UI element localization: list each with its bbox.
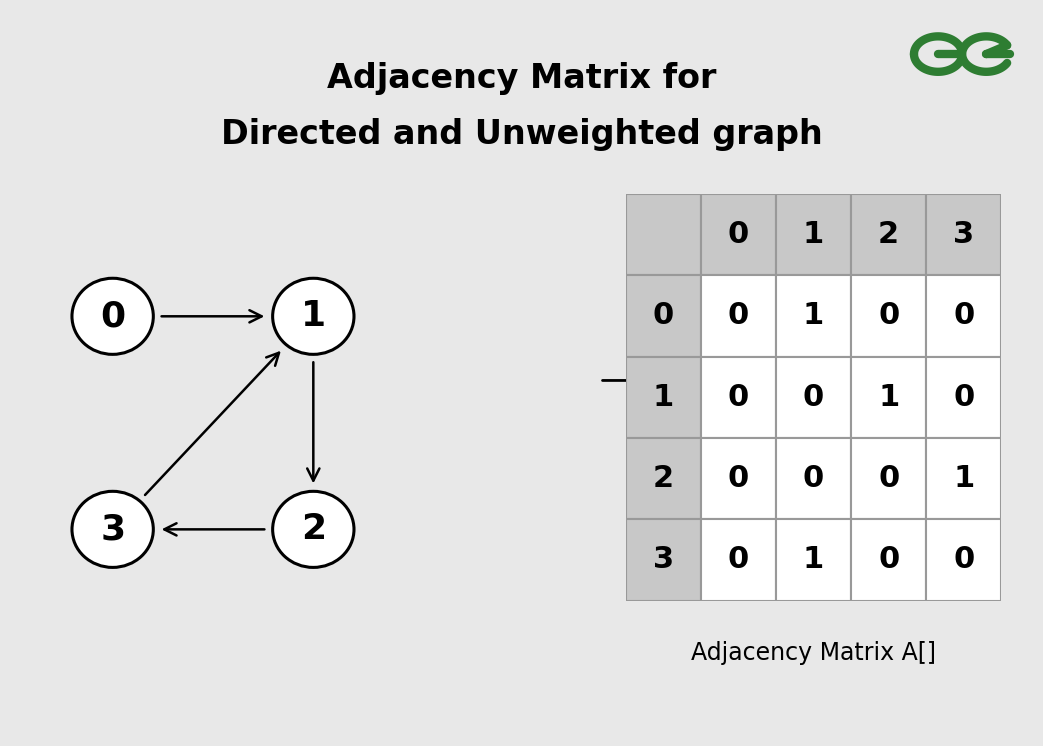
FancyBboxPatch shape — [851, 194, 926, 275]
FancyBboxPatch shape — [926, 438, 1001, 519]
Text: 1: 1 — [878, 383, 899, 412]
Text: 0: 0 — [653, 301, 674, 330]
FancyBboxPatch shape — [851, 357, 926, 438]
Text: 1: 1 — [803, 220, 824, 249]
FancyBboxPatch shape — [926, 519, 1001, 601]
Text: 1: 1 — [803, 301, 824, 330]
Text: 1: 1 — [300, 299, 325, 333]
FancyBboxPatch shape — [776, 519, 851, 601]
Text: 1: 1 — [653, 383, 674, 412]
Text: 3: 3 — [953, 220, 974, 249]
FancyBboxPatch shape — [776, 438, 851, 519]
FancyBboxPatch shape — [701, 438, 776, 519]
Text: 0: 0 — [953, 545, 974, 574]
FancyBboxPatch shape — [776, 357, 851, 438]
Circle shape — [72, 492, 153, 568]
Text: 0: 0 — [953, 383, 974, 412]
FancyBboxPatch shape — [851, 438, 926, 519]
Text: 1: 1 — [803, 545, 824, 574]
FancyBboxPatch shape — [926, 194, 1001, 275]
FancyBboxPatch shape — [701, 194, 776, 275]
Text: 3: 3 — [653, 545, 674, 574]
Text: 0: 0 — [728, 545, 749, 574]
Text: 0: 0 — [100, 299, 125, 333]
FancyBboxPatch shape — [626, 357, 701, 438]
FancyBboxPatch shape — [776, 275, 851, 357]
Text: 0: 0 — [878, 464, 899, 493]
FancyBboxPatch shape — [626, 275, 701, 357]
FancyBboxPatch shape — [851, 275, 926, 357]
Circle shape — [272, 278, 354, 354]
Text: 0: 0 — [878, 545, 899, 574]
Text: 0: 0 — [953, 301, 974, 330]
FancyBboxPatch shape — [701, 357, 776, 438]
FancyBboxPatch shape — [926, 357, 1001, 438]
Text: 0: 0 — [728, 383, 749, 412]
FancyBboxPatch shape — [851, 519, 926, 601]
Text: 0: 0 — [728, 301, 749, 330]
Text: 1: 1 — [953, 464, 974, 493]
FancyBboxPatch shape — [626, 438, 701, 519]
Text: 0: 0 — [803, 464, 824, 493]
Text: Adjacency Matrix for: Adjacency Matrix for — [326, 62, 717, 95]
FancyBboxPatch shape — [926, 275, 1001, 357]
Text: 2: 2 — [653, 464, 674, 493]
FancyBboxPatch shape — [701, 275, 776, 357]
Circle shape — [272, 492, 354, 568]
Text: 2: 2 — [878, 220, 899, 249]
FancyBboxPatch shape — [626, 519, 701, 601]
Text: 0: 0 — [878, 301, 899, 330]
Circle shape — [72, 278, 153, 354]
Text: 3: 3 — [100, 513, 125, 546]
Text: 0: 0 — [728, 464, 749, 493]
Text: 2: 2 — [300, 513, 325, 546]
Text: 0: 0 — [728, 220, 749, 249]
FancyBboxPatch shape — [776, 194, 851, 275]
FancyBboxPatch shape — [701, 519, 776, 601]
Text: 0: 0 — [803, 383, 824, 412]
FancyBboxPatch shape — [626, 194, 701, 275]
Text: Adjacency Matrix A[]: Adjacency Matrix A[] — [692, 641, 936, 665]
Text: Directed and Unweighted graph: Directed and Unweighted graph — [221, 118, 822, 151]
